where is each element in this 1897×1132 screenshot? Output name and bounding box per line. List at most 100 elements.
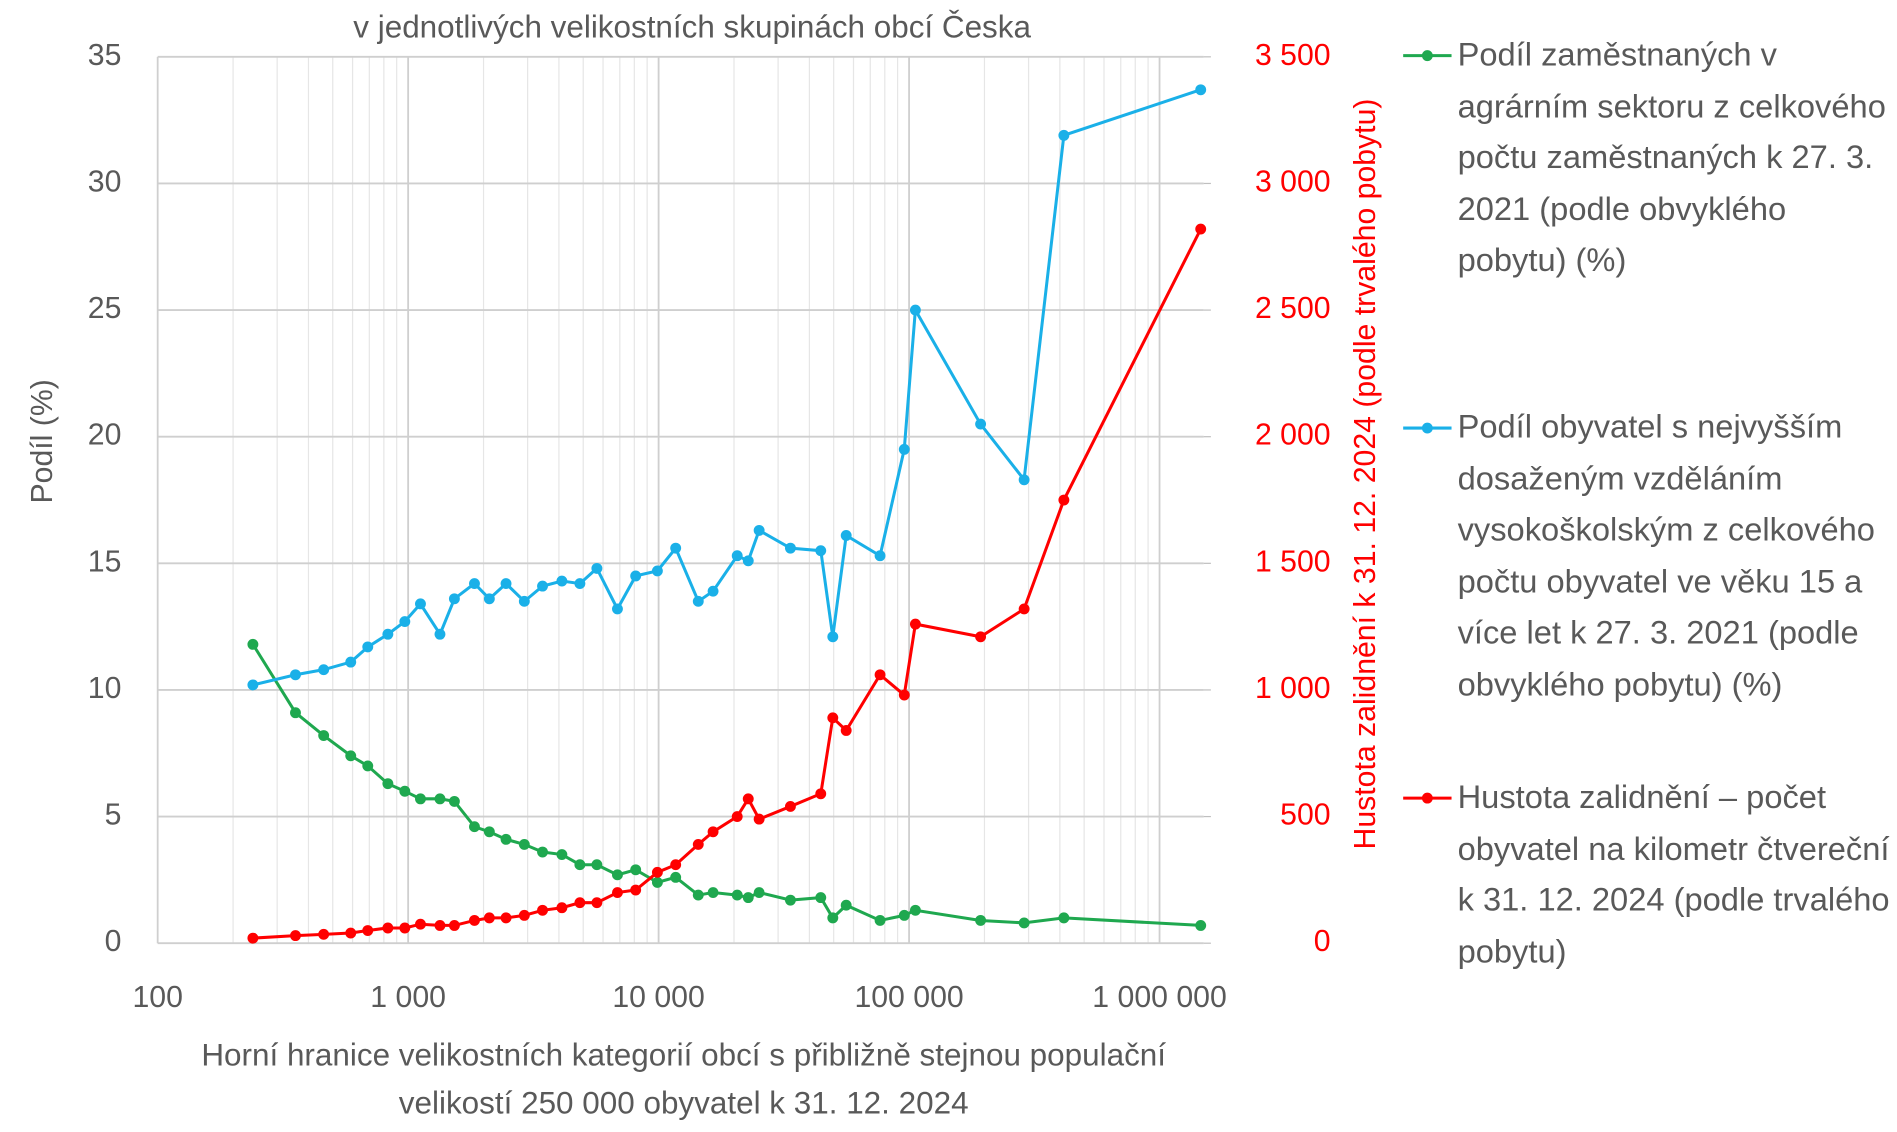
y-tick-label: 30 [88,165,122,198]
data-point [975,418,987,430]
data-point [692,595,704,607]
series-line [251,643,1201,927]
data-point [651,565,663,577]
data-point [784,894,796,906]
data-point [975,914,987,926]
data-point [537,580,548,592]
data-point [898,443,910,455]
data-point [399,922,411,934]
data-point [247,932,259,944]
data-point [518,909,530,921]
data-point [827,631,839,643]
data-point [1195,84,1207,96]
data-point [318,730,330,741]
data-point [382,628,394,640]
series-line [252,88,1202,687]
data-point [1058,494,1070,506]
legend-label: Podíl obyvatel s nejvyšším dosaženým vzd… [1457,408,1875,702]
x-tick-label: 1 000 [370,981,446,1014]
data-point [707,585,719,597]
data-point [591,562,603,574]
data-point [434,628,446,640]
data-point [874,550,886,562]
data-point [670,542,682,554]
y2-tick-label: 2 500 [1255,292,1331,325]
data-point [612,887,623,898]
y2-axis-label: Hustota zalidnění k 31. 12. 2024 (podle … [1349,99,1382,850]
data-point [742,793,754,805]
data-point [556,575,568,587]
chart-title: v jednotlivých velikostních skupinách ob… [353,9,1031,44]
legend-marker [1421,792,1433,804]
data-point [630,570,642,582]
data-point [518,595,530,607]
x-tick-label: 10 000 [612,981,704,1014]
y-tick-label: 10 [88,672,122,705]
data-point [1195,223,1207,235]
data-point [537,904,548,916]
data-point [415,918,426,930]
data-point [415,598,426,610]
data-point [483,826,495,838]
legend-label: Hustota zalidnění – počet obyvatel na ki… [1457,778,1890,970]
y2-tick-label: 1 500 [1255,545,1331,578]
data-point [362,925,374,936]
data-point [1058,912,1070,924]
data-point [753,813,765,825]
data-point [247,638,259,650]
data-point [469,578,480,590]
data-point [290,669,301,681]
x-tick-label: 100 000 [854,981,963,1014]
data-point [415,793,426,805]
data-point [975,631,987,643]
data-point [612,603,623,615]
data-point [434,920,446,931]
y-axis-label: Podíl (%) [26,379,59,503]
data-point [290,930,301,942]
legend-marker [1421,50,1433,62]
data-point [345,750,357,762]
data-point [731,550,743,562]
legend-entry: Hustota zalidnění – počet obyvatel na ki… [1457,778,1890,970]
data-point [448,920,460,931]
data-point [1195,920,1207,931]
data-point [753,524,765,536]
data-point [574,897,586,909]
y-tick-label: 0 [105,925,122,958]
x-axis-label: Horní hranice velikostních kategorií obc… [201,1036,1167,1121]
data-point [500,833,512,845]
data-point [518,838,530,850]
data-point [362,641,374,653]
data-point [651,876,663,888]
data-point [469,821,480,833]
data-point [874,914,886,926]
data-point [630,884,642,896]
data-point [574,859,586,871]
data-point [1018,603,1030,615]
y-tick-label: 20 [88,419,122,452]
data-point [1018,917,1030,929]
data-point [434,793,446,805]
y2-tick-label: 3 500 [1255,39,1331,72]
data-point [290,707,301,719]
legend-entry: Podíl obyvatel s nejvyšším dosaženým vzd… [1457,408,1875,702]
data-point [692,838,704,850]
legend-marker [1421,422,1433,434]
data-point [827,912,839,924]
data-point [574,578,586,590]
y2-tick-label: 500 [1280,799,1330,832]
y-tick-label: 25 [88,292,122,325]
data-point [612,869,623,881]
x-tick-label: 1 000 000 [1092,981,1226,1014]
data-point [556,849,568,861]
y2-tick-label: 0 [1314,925,1331,958]
data-point [318,664,330,676]
data-point [670,871,682,883]
data-point [448,593,460,605]
series-line [252,228,1203,940]
x-axis-label-box: Horní hranice velikostních kategorií obc… [201,1036,1167,1121]
legend-label: Podíl zaměstnaných v agrárním sektoru z … [1457,36,1886,279]
data-point [591,897,603,909]
data-point [500,578,512,590]
y2-tick-label: 3 000 [1255,165,1331,198]
